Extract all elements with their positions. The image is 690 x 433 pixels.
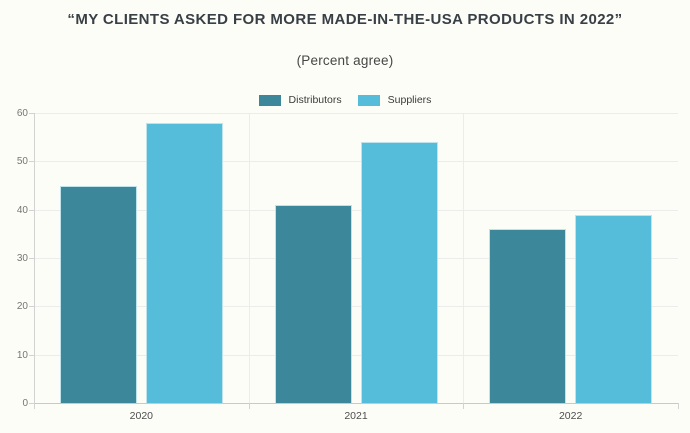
legend-label-suppliers: Suppliers: [387, 94, 432, 106]
y-axis-line: [34, 113, 35, 403]
y-tick-mark: [29, 258, 34, 259]
y-tick-label-50: 50: [16, 156, 28, 168]
gridline-y-50: [34, 161, 678, 163]
gridline-x: [248, 113, 250, 403]
gridline-x: [463, 113, 465, 403]
gridline-y-30: [34, 258, 678, 259]
x-tick-mark: [678, 403, 679, 409]
y-tick-mark: [29, 209, 34, 211]
legend-item-suppliers[interactable]: Suppliers: [357, 94, 432, 106]
y-tick-mark: [29, 306, 34, 308]
gridline-y-10: [34, 354, 678, 356]
gridline-y-60: [34, 113, 678, 114]
y-tick-label-10: 10: [16, 349, 28, 361]
y-tick-label-20: 20: [16, 301, 28, 313]
x-category-label-2020: 2020: [129, 410, 153, 422]
y-tick-label-60: 60: [16, 108, 28, 119]
chart-subtitle: (Percent agree): [296, 53, 394, 68]
y-tick-mark: [29, 161, 34, 163]
chart-title: “MY CLIENTS ASKED FOR MORE MADE-IN-THE-U…: [67, 11, 623, 28]
gridline-y-20: [34, 306, 678, 308]
bar-distributors-2021[interactable]: [274, 204, 352, 403]
y-tick-label-30: 30: [16, 253, 28, 264]
y-tick-label-40: 40: [16, 204, 28, 216]
legend-label-distributors: Distributors: [288, 94, 342, 106]
x-axis-line: [33, 403, 679, 404]
x-tick-mark: [463, 403, 465, 409]
bar-suppliers-2020[interactable]: [145, 122, 223, 403]
x-tick-mark: [248, 403, 250, 409]
y-tick-mark: [29, 403, 34, 404]
bar-distributors-2020[interactable]: [59, 185, 137, 403]
bar-distributors-2022[interactable]: [489, 229, 567, 403]
suppliers-swatch-icon: [357, 94, 380, 106]
x-category-label-2022: 2022: [558, 410, 583, 422]
x-category-label-2021: 2021: [344, 410, 368, 422]
chart-legend: Distributors Suppliers: [0, 94, 690, 106]
bar-suppliers-2022[interactable]: [575, 214, 653, 403]
bar-suppliers-2021[interactable]: [360, 142, 438, 403]
y-tick-mark: [29, 113, 34, 114]
gridline-y-40: [34, 209, 678, 211]
y-tick-label-0: 0: [22, 398, 28, 409]
x-tick-mark: [34, 403, 35, 409]
distributors-swatch-icon: [258, 94, 281, 106]
plot-area: [33, 113, 679, 404]
y-tick-mark: [29, 354, 34, 356]
legend-item-distributors[interactable]: Distributors: [258, 94, 342, 106]
